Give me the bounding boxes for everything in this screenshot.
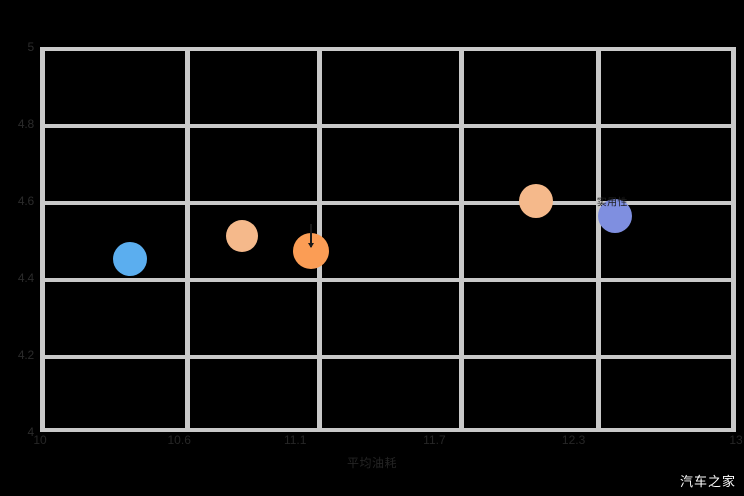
gridline-horizontal [40,355,736,359]
gridline-vertical [40,47,45,432]
x-axis-title: 平均油耗 [346,456,397,470]
gridline-vertical [731,47,736,432]
data-point-2[interactable] [225,219,258,252]
y-axis-tick-label: 4.2 [17,348,34,362]
point-3-stem [310,224,313,248]
data-point-1[interactable] [113,241,148,276]
gridline-vertical [596,47,601,432]
x-axis-tick-label: 11.7 [423,433,446,447]
y-axis-tick-label: 4.4 [17,271,34,285]
x-axis-tick-label: 10 [33,433,47,447]
gridline-horizontal [40,201,736,205]
gridline-vertical [459,47,464,432]
watermark-autohome: 汽车之家 [679,475,736,490]
x-axis-tick-labels: 10 10.6 11.1 11.7 12.3 13 [0,433,744,451]
y-axis-tick-label: 4.8 [17,117,34,131]
x-axis-tick-label: 11.1 [283,433,307,447]
data-point-4[interactable] [519,184,554,218]
gridline-horizontal [40,278,736,282]
x-axis-tick-label: 12.3 [561,433,586,447]
x-axis-tick-label: 10.6 [167,433,191,447]
gridline-horizontal [40,47,736,51]
gridline-vertical [185,47,190,432]
y-axis-tick-labels: 5 4.8 4.6 4.4 4.2 4 [0,0,34,496]
y-axis-tick-label: 4 [27,425,35,439]
y-axis-tick-label: 4.6 [17,194,34,208]
data-point-5[interactable] [598,199,633,234]
point-5-label: 实用性 [596,197,628,209]
gridline-horizontal [40,428,736,432]
y-axis-tick-label: 5 [27,40,35,54]
plot-area: 实用性 [40,47,736,432]
x-axis-tick-label: 13 [729,433,743,447]
gridline-horizontal [40,124,736,128]
